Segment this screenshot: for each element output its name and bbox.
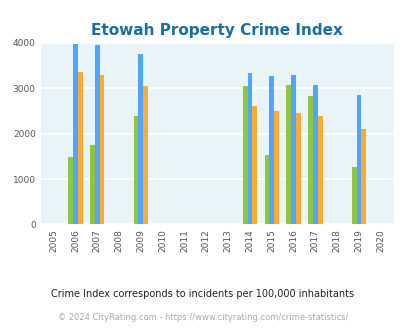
Bar <box>273 111 278 224</box>
Bar <box>73 44 78 224</box>
Bar <box>317 116 322 224</box>
Text: © 2024 CityRating.com - https://www.cityrating.com/crime-statistics/: © 2024 CityRating.com - https://www.city… <box>58 313 347 322</box>
Bar <box>351 167 356 224</box>
Bar <box>290 75 295 224</box>
Bar <box>90 145 95 224</box>
Bar <box>242 86 247 224</box>
Bar <box>295 113 300 224</box>
Bar <box>247 73 252 224</box>
Bar <box>78 72 83 224</box>
Title: Etowah Property Crime Index: Etowah Property Crime Index <box>91 22 342 38</box>
Bar <box>95 45 100 224</box>
Bar <box>100 75 104 224</box>
Bar <box>356 95 360 224</box>
Bar <box>252 106 256 224</box>
Bar <box>68 157 73 224</box>
Bar <box>360 129 365 224</box>
Bar <box>269 77 273 224</box>
Text: Crime Index corresponds to incidents per 100,000 inhabitants: Crime Index corresponds to incidents per… <box>51 289 354 299</box>
Bar <box>133 116 138 224</box>
Bar <box>138 54 143 224</box>
Bar <box>307 96 312 224</box>
Bar <box>312 84 317 224</box>
Bar <box>286 84 290 224</box>
Bar <box>143 86 148 224</box>
Bar <box>264 155 269 224</box>
